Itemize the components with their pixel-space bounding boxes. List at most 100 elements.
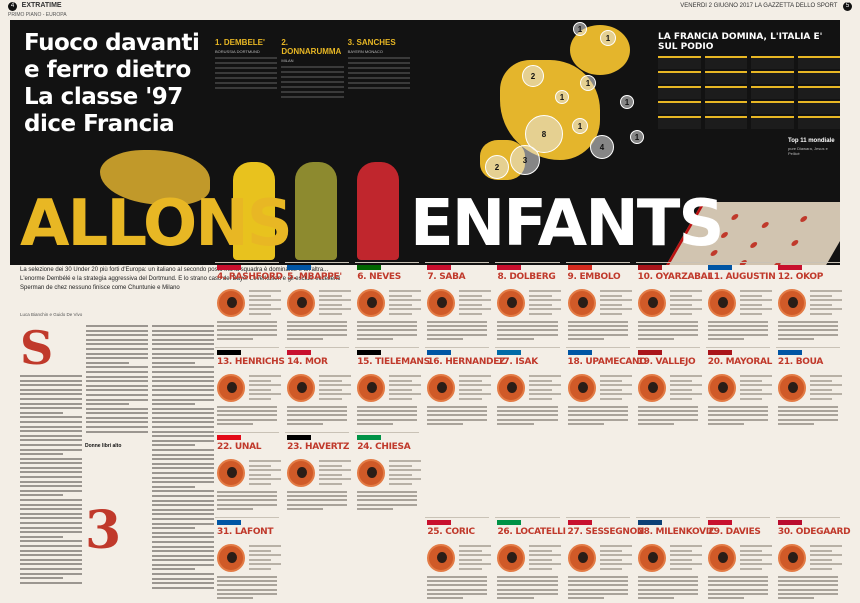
text-line — [567, 337, 604, 340]
text-line — [215, 87, 278, 89]
text-line — [249, 393, 281, 396]
text-line — [217, 325, 278, 328]
country-cell — [797, 71, 840, 84]
text-line — [152, 504, 214, 507]
text-line — [152, 439, 214, 442]
top-player-name: 1. DEMBELE' — [215, 38, 265, 47]
player-description — [567, 321, 628, 342]
text-line — [20, 471, 82, 474]
text-line — [86, 407, 148, 410]
text-line — [739, 294, 763, 297]
text-line — [497, 414, 558, 417]
text-line — [281, 86, 344, 88]
text-line — [249, 469, 281, 472]
country-flag-icon — [217, 265, 241, 270]
text-line — [567, 329, 628, 332]
text-line — [637, 329, 698, 332]
text-line — [637, 422, 674, 425]
player-stats — [389, 460, 422, 488]
text-line — [599, 375, 632, 377]
text-line — [459, 308, 492, 311]
player-avatar — [777, 289, 806, 317]
text-line — [319, 397, 342, 400]
country-flag-icon — [357, 435, 382, 440]
player-description — [427, 576, 488, 601]
text-line — [20, 439, 82, 442]
text-line — [215, 67, 278, 69]
text-line — [357, 321, 418, 323]
text-line — [739, 397, 763, 400]
text-line — [20, 407, 82, 410]
intro-bullet: La selezione dei 30 Under 20 più forti d… — [20, 267, 329, 273]
text-line — [357, 422, 394, 425]
text-line — [707, 325, 768, 328]
text-line — [319, 388, 342, 391]
europe-map: 1 1 2 1 8 1 4 3 2 1 1 1 — [480, 20, 660, 180]
page-number-left: 4 — [8, 1, 17, 11]
player-stats — [739, 545, 772, 573]
player-name: 31. LAFONT — [217, 527, 274, 537]
player-name: 14. MOR — [287, 357, 328, 367]
text-line — [599, 299, 632, 302]
country-cell — [797, 56, 840, 69]
text-line — [86, 343, 148, 346]
text-line — [459, 303, 482, 306]
player-card: 18. UPAMECANO — [565, 347, 647, 430]
formation-player-dot — [748, 242, 759, 248]
text-line — [287, 337, 324, 340]
text-line — [427, 422, 464, 425]
text-line — [319, 473, 342, 476]
player-card: 7. SABA — [425, 262, 492, 345]
intro-bullets: La selezione dei 30 Under 20 più forti d… — [20, 266, 410, 293]
text-line — [357, 499, 418, 502]
text-line — [637, 325, 698, 328]
text-line — [669, 312, 693, 315]
text-line — [287, 418, 348, 421]
player-photo-donnarumma — [295, 162, 337, 260]
text-line — [86, 334, 148, 337]
text-line — [152, 421, 214, 424]
text-line — [249, 303, 272, 306]
text-line — [152, 485, 196, 488]
player-stats — [739, 375, 772, 403]
text-line — [669, 384, 702, 387]
text-line — [599, 303, 622, 306]
text-line — [599, 554, 632, 557]
text-line — [637, 576, 698, 578]
page-number-right: 5 — [843, 1, 852, 11]
text-line — [152, 343, 214, 346]
headline-line: Fuoco davanti — [24, 30, 200, 56]
player-description — [707, 321, 768, 342]
text-line — [215, 62, 278, 64]
player-name: 13. HENRICHS — [217, 357, 285, 367]
text-line — [86, 380, 148, 383]
top-player-3: 3. SANCHES BAYERN MONACO — [347, 38, 410, 148]
text-line — [152, 380, 214, 383]
player-stats — [249, 375, 281, 403]
player-stats — [459, 375, 492, 403]
text-line — [669, 558, 693, 561]
text-line — [707, 422, 744, 425]
country-flag-icon — [777, 265, 802, 270]
text-line — [777, 422, 814, 425]
player-card: 8. DOLBERG — [495, 262, 562, 345]
text-line — [777, 584, 838, 587]
text-line — [809, 563, 842, 566]
player-description — [357, 491, 418, 512]
player-stats — [599, 545, 632, 573]
player-card: 28. MILENKOVIC — [635, 517, 715, 600]
text-line — [249, 545, 281, 547]
text-line — [599, 558, 622, 561]
player-description — [287, 406, 348, 427]
text-line — [599, 563, 632, 566]
country-cell — [751, 71, 794, 84]
text-line — [567, 592, 628, 595]
text-line — [809, 312, 833, 315]
text-line — [389, 375, 422, 377]
text-line — [459, 375, 492, 377]
hero-banner: Fuoco davanti e ferro dietro La classe '… — [10, 20, 840, 265]
text-line — [287, 325, 348, 328]
player-stats — [319, 290, 352, 318]
text-line — [599, 379, 622, 382]
text-line — [777, 576, 838, 578]
